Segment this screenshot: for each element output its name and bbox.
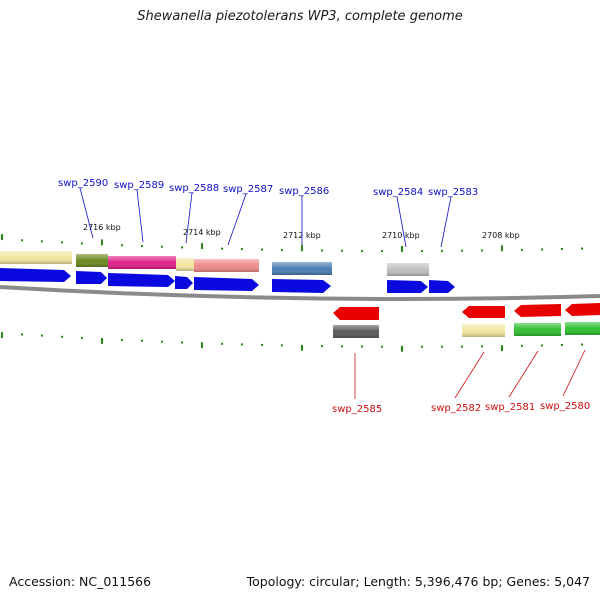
accession-text: Accession: NC_011566 <box>9 574 152 589</box>
gene-label-swp-2581[interactable]: swp_2581 <box>485 402 535 413</box>
forward-cds-track <box>0 268 455 293</box>
cds-arrow-forward <box>76 271 107 284</box>
gene-label-swp-2586[interactable]: swp_2586 <box>279 186 329 197</box>
leader-line <box>440 196 452 248</box>
tick-marks-forward <box>1 234 583 252</box>
genome-backbone <box>0 285 600 301</box>
tick-marks-reverse <box>1 332 583 352</box>
map-title: Shewanella piezotolerans WP3, complete g… <box>137 9 463 24</box>
cds-arrow-forward <box>272 279 331 293</box>
gene-label-swp-2582[interactable]: swp_2582 <box>431 403 481 414</box>
cds-arrow-reverse <box>565 303 600 316</box>
leader-line <box>562 349 586 397</box>
leader-line <box>508 350 539 398</box>
cds-arrow-forward <box>194 277 259 291</box>
cds-arrow-forward <box>108 273 175 287</box>
cds-arrow-forward <box>0 268 71 282</box>
kbp-label: 2716 kbp <box>83 223 121 232</box>
gene-label-swp-2590[interactable]: swp_2590 <box>58 178 108 189</box>
leader-line <box>136 189 144 243</box>
cds-arrow-forward <box>387 280 428 293</box>
reverse-cds-track <box>333 303 600 320</box>
gene-label-swp-2583[interactable]: swp_2583 <box>428 187 478 198</box>
kbp-labels: 2716 kbp 2714 kbp 2712 kbp 2710 kbp 2708… <box>83 223 520 240</box>
leader-line <box>454 351 485 399</box>
gene-label-swp-2585[interactable]: swp_2585 <box>332 404 382 415</box>
gene-label-swp-2589[interactable]: swp_2589 <box>114 180 164 191</box>
cds-arrow-forward <box>175 276 193 289</box>
gene-label-swp-2584[interactable]: swp_2584 <box>373 187 423 198</box>
leader-line <box>79 187 94 239</box>
reverse-cog-track <box>333 322 600 338</box>
cds-arrow-forward <box>429 280 455 293</box>
kbp-label: 2710 kbp <box>382 231 420 240</box>
leader-line <box>185 192 193 244</box>
kbp-label: 2714 kbp <box>183 228 221 237</box>
cds-arrow-reverse <box>462 306 505 318</box>
genome-summary-text: Topology: circular; Length: 5,396,476 bp… <box>246 574 590 589</box>
leader-line <box>227 193 247 246</box>
cds-arrow-reverse <box>514 304 561 317</box>
leader-line <box>396 196 407 248</box>
gene-label-swp-2580[interactable]: swp_2580 <box>540 401 590 412</box>
cds-arrow-reverse <box>333 307 379 320</box>
gene-label-swp-2587[interactable]: swp_2587 <box>223 184 273 195</box>
forward-cog-track <box>0 251 429 276</box>
forward-gene-labels[interactable]: swp_2590 swp_2589 swp_2588 swp_2587 swp_… <box>58 178 478 248</box>
kbp-label: 2708 kbp <box>482 231 520 240</box>
gene-label-swp-2588[interactable]: swp_2588 <box>169 183 219 194</box>
reverse-gene-labels[interactable]: swp_2585 swp_2582 swp_2581 swp_2580 <box>332 349 590 415</box>
